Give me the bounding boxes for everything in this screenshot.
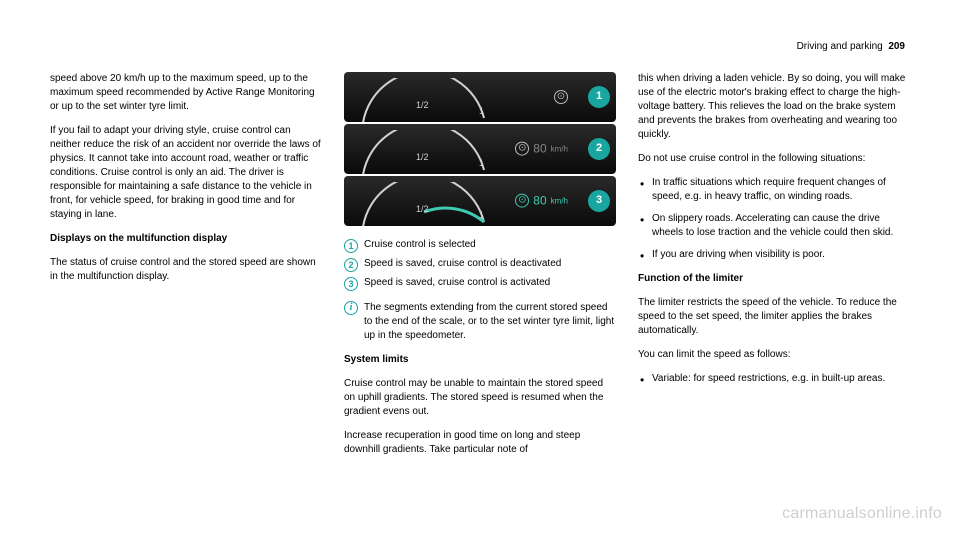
svg-text:1: 1 — [479, 106, 484, 116]
gauge-row-1: 0 1/2 1 ⊙ 1 — [344, 72, 616, 122]
speed-value: 80 — [533, 193, 546, 210]
bullet-list: Variable: for speed restrictions, e.g. i… — [638, 372, 910, 386]
legend-text: Cruise control is selected — [364, 238, 476, 252]
page-number: 209 — [888, 41, 905, 52]
legend-text: Speed is saved, cruise control is deacti… — [364, 257, 561, 271]
list-item: Variable: for speed restrictions, e.g. i… — [638, 372, 910, 386]
watermark: carmanualsonline.info — [782, 503, 942, 525]
paragraph: speed above 20 km/h up to the maximum sp… — [50, 72, 322, 114]
speedometer-icon: ⊙ — [515, 194, 529, 208]
info-icon: i — [344, 301, 358, 315]
list-item: If you are driving when visibility is po… — [638, 248, 910, 262]
gauge-row-3: 0 1/2 1 ⊙ 80 km/h 3 — [344, 176, 616, 226]
subheading: System limits — [344, 353, 616, 367]
gauge-legend: 1 Cruise control is selected 2 Speed is … — [344, 238, 616, 291]
paragraph: Do not use cruise control in the followi… — [638, 152, 910, 166]
gauge-arc-icon: 0 1/2 1 — [354, 182, 514, 226]
column-1: speed above 20 km/h up to the maximum sp… — [50, 72, 322, 467]
gauge-row-2: 0 1/2 1 ⊙ 80 km/h 2 — [344, 124, 616, 174]
callout-number-3: 3 — [344, 277, 358, 291]
manual-page: Driving and parking 209 speed above 20 k… — [0, 0, 960, 533]
speedometer-icon: ⊙ — [515, 142, 529, 156]
legend-text: Speed is saved, cruise control is activa… — [364, 276, 550, 290]
bullet-list: In traffic situations which require freq… — [638, 176, 910, 262]
callout-number-1: 1 — [344, 239, 358, 253]
section-title: Driving and parking — [797, 41, 883, 52]
page-header: Driving and parking 209 — [50, 40, 910, 54]
svg-text:1/2: 1/2 — [416, 152, 429, 162]
column-2: 0 1/2 1 ⊙ 1 0 — [344, 72, 616, 467]
info-note: i The segments extending from the curren… — [344, 301, 616, 343]
gauge-arc-icon: 0 1/2 1 — [354, 78, 514, 122]
callout-badge-3: 3 — [588, 190, 610, 212]
subheading: Displays on the multifunction display — [50, 232, 322, 246]
speedometer-icon: ⊙ — [554, 90, 568, 104]
svg-text:1: 1 — [479, 210, 484, 220]
paragraph: You can limit the speed as follows: — [638, 348, 910, 362]
list-item: On slippery roads. Accelerating can caus… — [638, 212, 910, 240]
content-columns: speed above 20 km/h up to the maximum sp… — [50, 72, 910, 467]
stored-speed-label: ⊙ 80 km/h — [515, 141, 568, 158]
speed-unit: km/h — [551, 143, 568, 154]
stored-speed-label-active: ⊙ 80 km/h — [515, 193, 568, 210]
gauge-arc-icon: 0 1/2 1 — [354, 130, 514, 174]
speed-value: 80 — [533, 141, 546, 158]
subheading: Function of the limiter — [638, 272, 910, 286]
svg-text:1/2: 1/2 — [416, 204, 429, 214]
paragraph: this when driving a laden vehicle. By so… — [638, 72, 910, 142]
paragraph: Increase recuperation in good time on lo… — [344, 429, 616, 457]
cruise-icon: ⊙ — [554, 90, 568, 104]
paragraph: The status of cruise control and the sto… — [50, 256, 322, 284]
legend-item: 3 Speed is saved, cruise control is acti… — [344, 276, 616, 291]
svg-text:1/2: 1/2 — [416, 100, 429, 110]
list-item: In traffic situations which require freq… — [638, 176, 910, 204]
column-3: this when driving a laden vehicle. By so… — [638, 72, 910, 467]
gauge-illustration: 0 1/2 1 ⊙ 1 0 — [344, 72, 616, 226]
legend-item: 2 Speed is saved, cruise control is deac… — [344, 257, 616, 272]
callout-number-2: 2 — [344, 258, 358, 272]
paragraph: Cruise control may be unable to maintain… — [344, 377, 616, 419]
callout-badge-2: 2 — [588, 138, 610, 160]
paragraph: If you fail to adapt your driving style,… — [50, 124, 322, 222]
callout-badge-1: 1 — [588, 86, 610, 108]
svg-text:1: 1 — [479, 158, 484, 168]
speed-unit: km/h — [551, 195, 568, 206]
legend-item: 1 Cruise control is selected — [344, 238, 616, 253]
info-text: The segments extending from the current … — [364, 301, 616, 343]
paragraph: The limiter restricts the speed of the v… — [638, 296, 910, 338]
